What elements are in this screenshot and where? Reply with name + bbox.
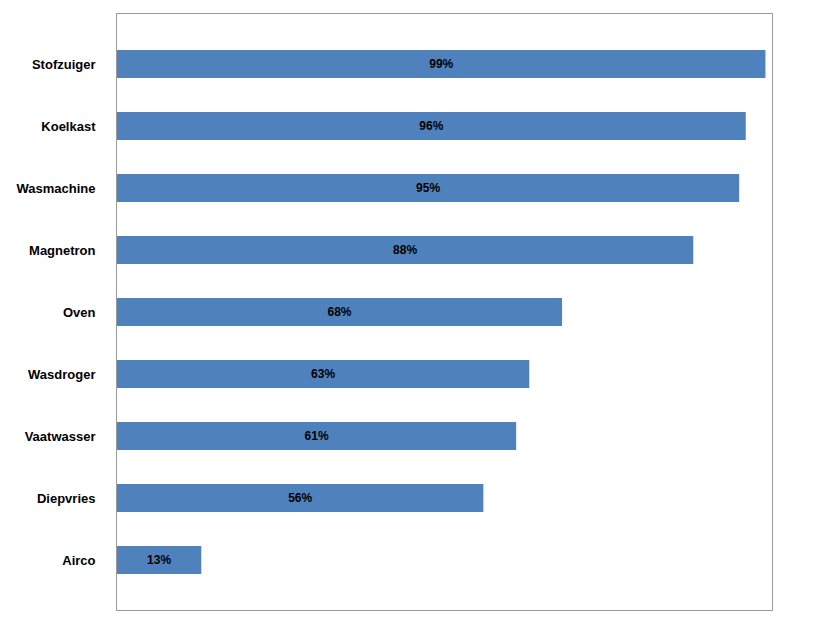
svg-text:68%: 68% — [328, 305, 352, 319]
svg-text:Vaatwasser: Vaatwasser — [25, 429, 96, 444]
svg-text:56%: 56% — [288, 491, 312, 505]
svg-text:Diepvries: Diepvries — [37, 491, 96, 506]
svg-text:Airco: Airco — [62, 553, 95, 568]
svg-text:61%: 61% — [305, 429, 329, 443]
svg-text:Wasmachine: Wasmachine — [17, 181, 96, 196]
svg-text:Koelkast: Koelkast — [41, 119, 96, 134]
svg-text:Oven: Oven — [63, 305, 96, 320]
svg-text:Stofzuiger: Stofzuiger — [32, 57, 96, 72]
svg-text:99%: 99% — [429, 57, 453, 71]
svg-text:95%: 95% — [416, 181, 440, 195]
svg-text:Magnetron: Magnetron — [29, 243, 96, 258]
svg-text:Wasdroger: Wasdroger — [28, 367, 95, 382]
svg-text:63%: 63% — [311, 367, 335, 381]
svg-text:96%: 96% — [419, 119, 443, 133]
svg-text:88%: 88% — [393, 243, 417, 257]
svg-text:13%: 13% — [147, 553, 171, 567]
